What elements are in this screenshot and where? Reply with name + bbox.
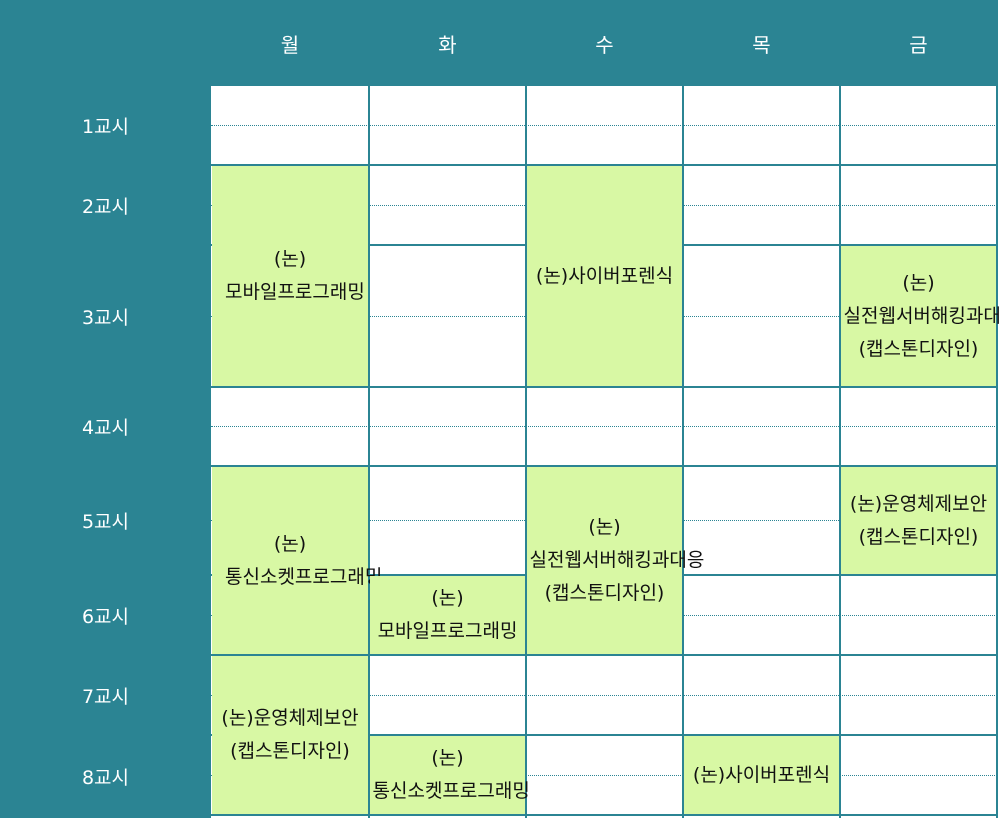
class-block-mon-socket-programming[interactable]: (논)통신소켓프로그래밍 <box>212 467 383 654</box>
grid-line <box>211 386 997 388</box>
class-block-label: (논)사이버포렌식 <box>535 264 674 287</box>
class-block-wed-cyber-forensic[interactable]: (논)사이버포렌식 <box>527 166 682 386</box>
period-label-3: 3교시 <box>0 245 211 387</box>
day-header-fri: 금 <box>840 0 997 86</box>
period-label-1: 1교시 <box>0 86 211 165</box>
grid-line <box>839 86 841 818</box>
period-label-2: 2교시 <box>0 165 211 245</box>
period-label-6: 6교시 <box>0 575 211 655</box>
day-header-thu: 목 <box>683 0 840 86</box>
class-block-label: (논)모바일프로그래밍 <box>225 248 365 303</box>
grid-line <box>368 86 370 818</box>
grid-dotted-line <box>211 125 997 126</box>
class-block-thu-cyber-forensic[interactable]: (논)사이버포렌식 <box>684 736 839 814</box>
class-block-label: (논)모바일프로그래밍 <box>377 587 518 642</box>
day-header-tue: 화 <box>369 0 526 86</box>
class-block-fri-web-hacking[interactable]: (논)실전웹서버해킹과대응(캡스톤디자인) <box>841 246 1000 386</box>
period-label-8: 8교시 <box>0 735 211 818</box>
grid-line <box>211 654 997 656</box>
class-block-label: (논)사이버포렌식 <box>692 763 831 786</box>
grid-line <box>996 0 998 818</box>
class-block-mon-os-security[interactable]: (논)운영체제보안(캡스톤디자인) <box>212 656 368 814</box>
class-block-label: (논)통신소켓프로그래밍 <box>225 532 383 588</box>
class-block-tue-mobile-programming[interactable]: (논)모바일프로그래밍 <box>370 576 525 654</box>
corner-header <box>0 0 211 86</box>
period-label-7: 7교시 <box>0 655 211 735</box>
class-block-label: (논)실전웹서버해킹과대응(캡스톤디자인) <box>529 516 705 604</box>
grid-line <box>682 86 684 818</box>
class-block-label: (논)운영체제보안(캡스톤디자인) <box>221 707 359 762</box>
class-block-label: (논)통신소켓프로그래밍 <box>372 747 530 802</box>
grid-line <box>211 164 997 166</box>
grid-dotted-line <box>211 775 997 776</box>
grid-dotted-line <box>211 426 997 427</box>
period-label-5: 5교시 <box>0 466 211 575</box>
class-block-tue-socket-programming[interactable]: (논)통신소켓프로그래밍 <box>370 736 530 814</box>
grid-line <box>211 734 997 736</box>
class-block-fri-os-security[interactable]: (논)운영체제보안(캡스톤디자인) <box>841 467 996 574</box>
class-block-label: (논)운영체제보안(캡스톤디자인) <box>849 492 988 548</box>
class-block-label: (논)실전웹서버해킹과대응(캡스톤디자인) <box>843 271 1000 360</box>
class-block-wed-web-hacking[interactable]: (논)실전웹서버해킹과대응(캡스톤디자인) <box>527 467 705 654</box>
grid-dotted-line <box>211 695 997 696</box>
day-header-wed: 수 <box>526 0 683 86</box>
grid-line <box>211 465 997 467</box>
period-label-4: 4교시 <box>0 387 211 466</box>
grid-line <box>525 86 527 818</box>
class-block-mon-mobile-programming[interactable]: (논)모바일프로그래밍 <box>212 166 368 386</box>
day-header-mon: 월 <box>211 0 369 86</box>
grid-line <box>211 814 997 816</box>
